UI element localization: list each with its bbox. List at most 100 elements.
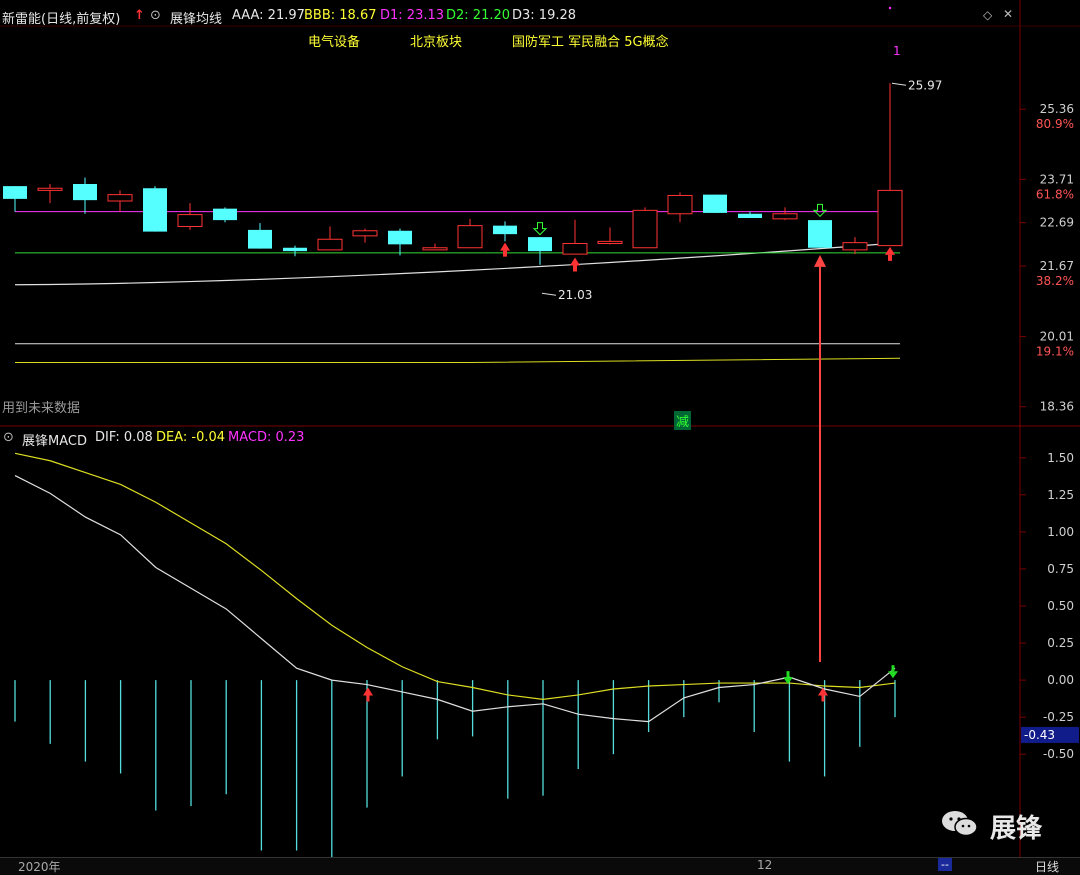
red-up-arrow-icon	[503, 250, 507, 257]
bottom-bar	[0, 857, 1080, 875]
macd-green-down-arrow-icon	[891, 665, 895, 672]
candle-body	[667, 194, 693, 215]
candle-body	[352, 230, 378, 237]
macd-red-up-arrow-icon	[821, 695, 825, 702]
macd-red-up-arrow-icon	[366, 695, 370, 702]
wechat-icon	[940, 808, 980, 840]
dropdown-icon[interactable]: ⊙	[150, 8, 161, 23]
concept-3: 国防军工 军民融合 5G概念	[512, 35, 669, 50]
stock-title: 新雷能(日线,前复权)	[2, 12, 121, 27]
macd-value: MACD: 0.23	[228, 430, 305, 445]
annotation-label: 25.97	[908, 78, 942, 92]
indicator-name[interactable]: 展锋均线	[170, 12, 223, 27]
candle-body	[73, 184, 97, 201]
signal-arrow-icon	[814, 254, 826, 267]
dea-line	[14, 452, 896, 700]
candle-body	[3, 186, 27, 199]
candle-body	[597, 240, 623, 244]
red-up-arrow-icon: ↑	[134, 8, 145, 23]
macd-tick-label: -0.25	[1043, 710, 1074, 724]
macd-tick-label: 1.25	[1047, 488, 1074, 502]
ma-white-line	[14, 242, 891, 286]
candle-body	[317, 238, 343, 251]
price-tick-label: 18.36	[1040, 400, 1074, 414]
scroll-indicator[interactable]: --	[938, 858, 952, 871]
macd-tick-label: 0.50	[1047, 599, 1074, 613]
candle-body	[772, 213, 798, 220]
red-up-arrow-icon	[885, 246, 895, 255]
macd-tick-label: 0.00	[1047, 673, 1074, 687]
fib-pct-label: 61.8%	[1036, 187, 1074, 201]
top-marker: 1	[893, 44, 901, 58]
candle-body	[808, 220, 832, 248]
candle-body	[632, 209, 658, 249]
candle-body	[877, 189, 903, 247]
candle-body	[703, 194, 727, 213]
candle-body	[107, 194, 133, 202]
fib-pct-label: 38.2%	[1036, 274, 1074, 288]
candle-body	[388, 230, 412, 245]
macd-dropdown-icon[interactable]: ⊙	[3, 430, 14, 445]
candle-body	[493, 225, 517, 235]
candle-body	[143, 188, 167, 232]
macd-green-down-arrow-icon	[888, 671, 898, 679]
price-tick-label: 23.71	[1040, 172, 1074, 186]
close-icon[interactable]: ✕	[1003, 7, 1014, 21]
d2-value: D2: 21.20	[446, 8, 511, 23]
dif-value: DIF: 0.08	[95, 430, 153, 445]
macd-tick-label: 1.50	[1047, 451, 1074, 465]
price-tick-label: 25.36	[1040, 102, 1074, 116]
fib-pct-label: 80.9%	[1036, 117, 1074, 131]
candle-body	[842, 242, 868, 251]
annotation-pointer	[891, 82, 907, 86]
concept-2: 北京板块	[410, 35, 463, 50]
green-down-arrow-icon	[532, 222, 548, 236]
green-down-arrow-icon	[812, 203, 828, 218]
current-value-label: -0.43	[1024, 728, 1055, 742]
macd-tick-label: 0.25	[1047, 636, 1074, 650]
d3-value: D3: 19.28	[512, 8, 577, 23]
aaa-value: AAA: 21.97	[232, 8, 305, 23]
year-label: 2020年	[18, 860, 61, 874]
current-value-box	[1021, 726, 1079, 743]
marker-dot	[888, 6, 892, 10]
macd-green-down-arrow-icon	[786, 671, 790, 678]
price-tick-label: 22.69	[1040, 216, 1074, 230]
macd-green-down-arrow-icon	[783, 677, 793, 685]
annotation-label: 21.03	[558, 288, 592, 302]
candle-body	[283, 247, 307, 252]
concept-1: 电气设备	[308, 35, 361, 50]
price-tick-label: 21.67	[1040, 259, 1074, 273]
candle-body	[738, 213, 762, 218]
red-up-arrow-icon	[570, 257, 580, 266]
red-up-arrow-icon	[573, 265, 577, 272]
dif-line	[14, 475, 896, 723]
watermark-text: 展锋	[990, 814, 1043, 844]
candle-body	[562, 243, 588, 255]
red-up-arrow-icon	[500, 242, 510, 251]
bbb-value: BBB: 18.67	[304, 8, 377, 23]
macd-red-up-arrow-icon	[818, 687, 828, 696]
jian-label: 减	[674, 411, 692, 430]
future-note: 用到未来数据	[2, 401, 81, 416]
fib-pct-label: 19.1%	[1036, 345, 1074, 359]
month-label: 12	[757, 858, 773, 872]
candle-body	[177, 214, 203, 228]
price-tick-label: 20.01	[1040, 330, 1074, 344]
annotation-pointer	[541, 292, 557, 296]
period-tab[interactable]: 日线	[1035, 860, 1060, 874]
macd-red-up-arrow-icon	[363, 687, 373, 696]
candle-body	[248, 229, 272, 249]
red-up-arrow-icon	[888, 254, 892, 261]
d1-value: D1: 23.13	[380, 8, 445, 23]
candle-body	[213, 208, 237, 221]
candle-body	[422, 247, 448, 251]
macd-tick-label: 0.75	[1047, 562, 1074, 576]
macd-name[interactable]: 展锋MACD	[22, 434, 87, 449]
dea-value: DEA: -0.04	[156, 430, 226, 445]
candle-body	[528, 237, 552, 252]
diamond-icon[interactable]: ◇	[983, 8, 993, 22]
candle-body	[457, 225, 483, 249]
